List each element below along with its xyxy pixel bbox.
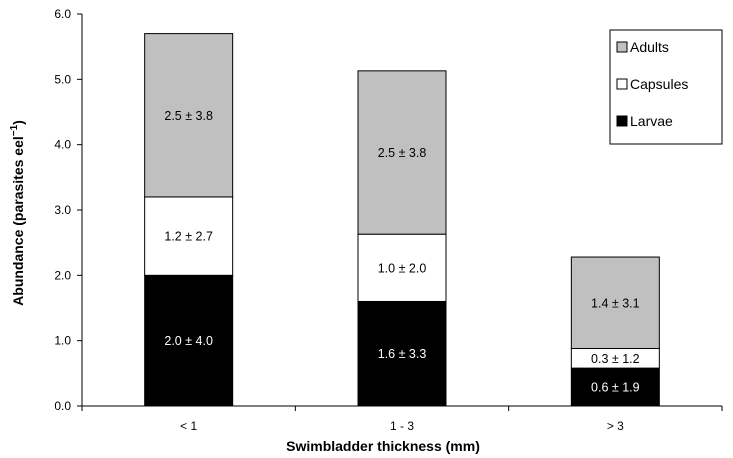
bar-segment-larvae-1	[144, 274, 234, 407]
y-tick-label: 6.0	[54, 7, 71, 21]
axes-group: 0.0 1.0 2.0 3.0 4.0 5.0 6.0 < 1 1 - 3 > 3	[54, 7, 723, 433]
x-tick-label: < 1	[180, 419, 197, 433]
bars-group	[144, 33, 660, 407]
data-label-adults-2: 2.5 ± 3.8	[378, 146, 427, 160]
data-label-capsules-1: 1.2 ± 2.7	[164, 230, 213, 244]
data-label-adults-3: 1.4 ± 3.1	[591, 296, 640, 310]
data-label-larvae-1: 2.0 ± 4.0	[164, 334, 213, 348]
y-tick-label: 1.0	[54, 334, 71, 348]
data-label-capsules-3: 0.3 ± 1.2	[591, 352, 640, 366]
legend-swatch-larvae	[616, 115, 628, 127]
bar-segment-adults-2	[357, 70, 447, 235]
bar-segment-capsules-2	[357, 233, 447, 302]
y-tick-label: 3.0	[54, 203, 71, 217]
segment-labels-group: 2.0 ± 4.0 1.2 ± 2.7 2.5 ± 3.8 1.6 ± 3.3 1.0 …	[164, 109, 639, 395]
y-axis-title-main: Abundance (parasites eel	[10, 136, 26, 306]
y-axis-title-superscript: −1	[9, 124, 20, 136]
legend-label-larvae: Larvae	[630, 113, 673, 129]
legend: Adults Capsules Larvae	[609, 29, 723, 145]
y-tick-label: 5.0	[54, 72, 71, 86]
y-axis-title-suffix: )	[10, 120, 26, 125]
data-label-larvae-3: 0.6 ± 1.9	[591, 381, 640, 395]
bar-segment-larvae-2	[357, 300, 447, 407]
legend-label-capsules: Capsules	[630, 76, 688, 92]
bar-segment-adults-1	[144, 33, 234, 198]
bar-segment-capsules-1	[144, 196, 234, 276]
x-tick-label: > 3	[607, 419, 624, 433]
bar-segment-adults-3	[570, 256, 660, 350]
legend-swatch-capsules	[616, 78, 628, 90]
y-tick-label: 4.0	[54, 138, 71, 152]
x-tick-label: 1 - 3	[390, 419, 414, 433]
y-tick-label: 2.0	[54, 268, 71, 282]
x-axis-title: Swimbladder thickness (mm)	[286, 438, 480, 454]
legend-swatch-adults	[616, 41, 628, 53]
data-label-capsules-2: 1.0 ± 2.0	[378, 261, 427, 275]
data-label-adults-1: 2.5 ± 3.8	[164, 109, 213, 123]
legend-label-adults: Adults	[630, 39, 669, 55]
data-label-larvae-2: 1.6 ± 3.3	[378, 347, 427, 361]
y-axis-title: Abundance (parasites eel−1)	[9, 120, 26, 306]
legend-box	[609, 29, 723, 145]
y-tick-label: 0.0	[54, 399, 71, 413]
